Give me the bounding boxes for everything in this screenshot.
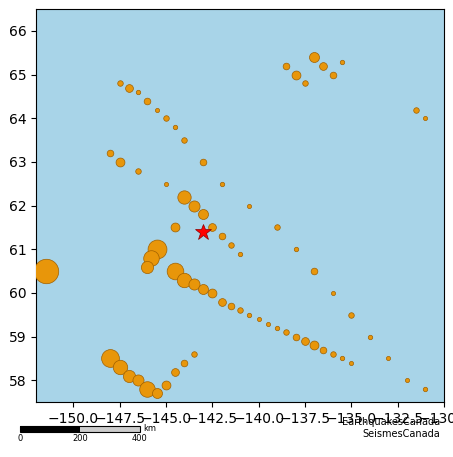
Text: SeismesCanada: SeismesCanada xyxy=(362,429,440,439)
Text: EarthquakesCanada: EarthquakesCanada xyxy=(342,416,440,426)
Text: 400: 400 xyxy=(132,434,148,443)
Text: km: km xyxy=(143,424,156,433)
Text: 200: 200 xyxy=(72,434,88,443)
Bar xyxy=(80,425,140,431)
Text: 0: 0 xyxy=(17,434,23,443)
Bar xyxy=(20,425,140,431)
Bar xyxy=(20,425,80,431)
